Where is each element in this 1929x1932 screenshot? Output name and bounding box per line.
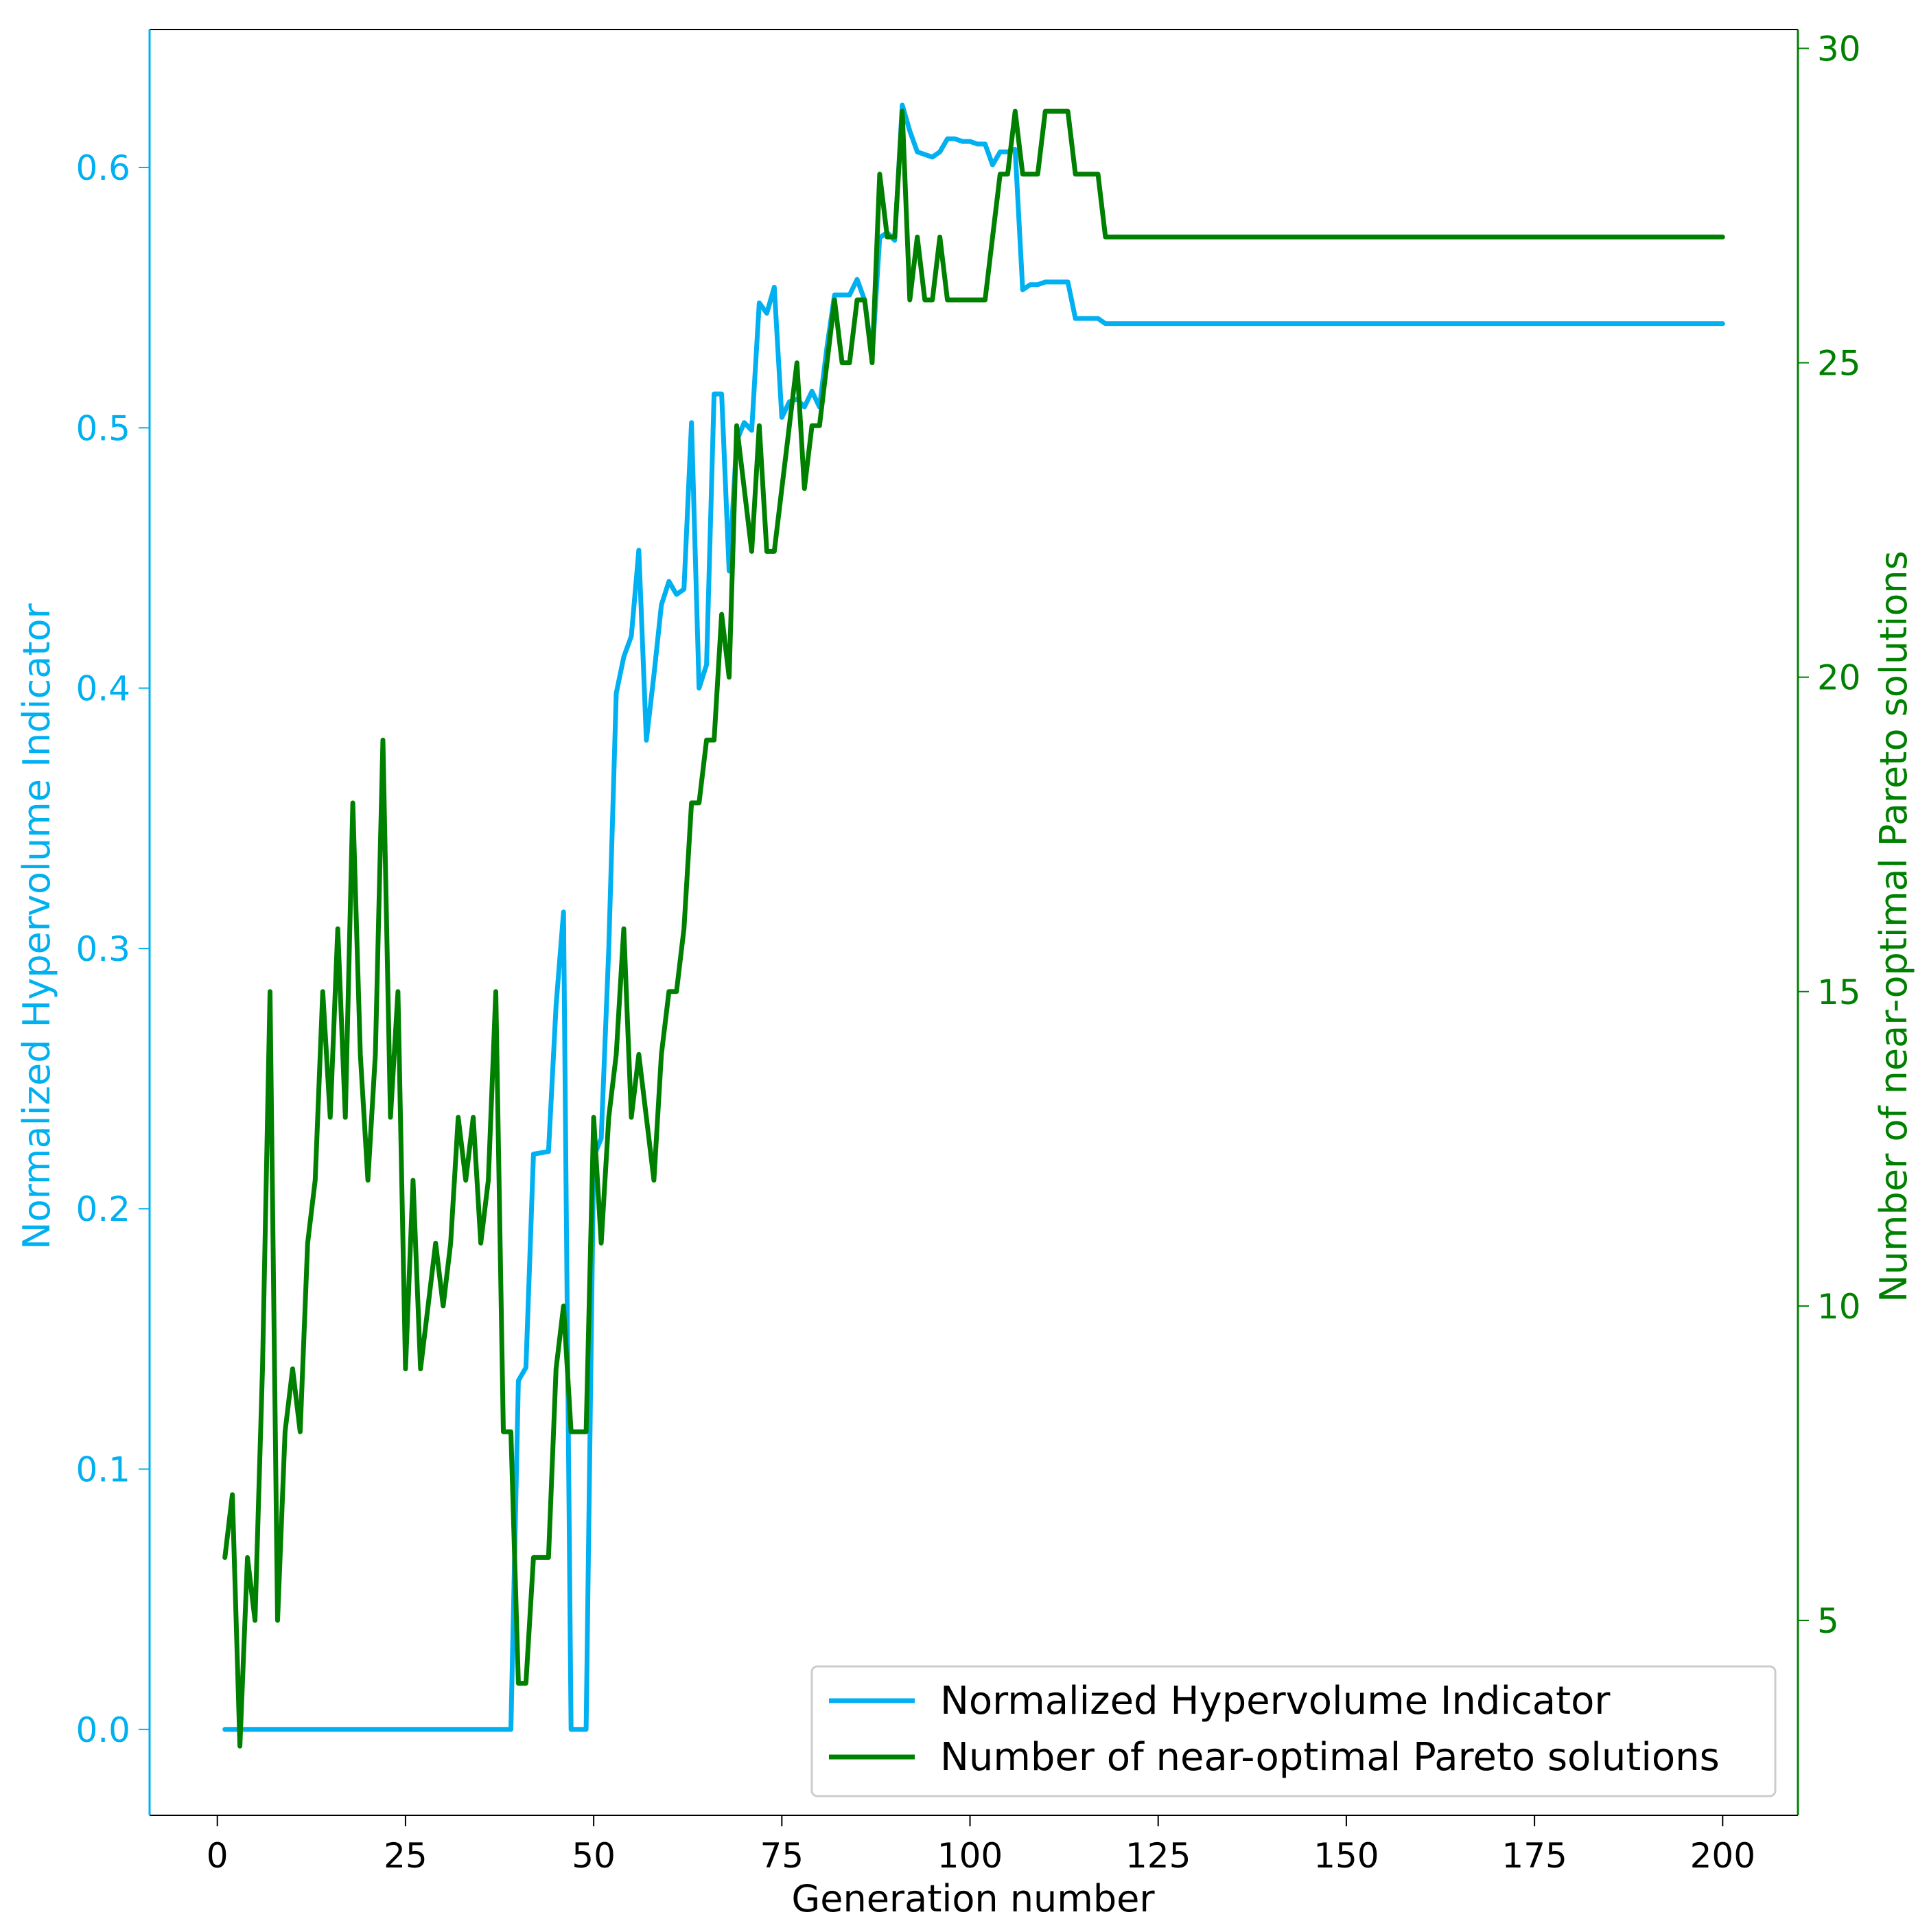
x-tick-label: 150	[1313, 1836, 1379, 1876]
right-y-tick-label: 5	[1817, 1601, 1839, 1641]
x-tick-label: 75	[760, 1836, 804, 1876]
left-y-tick-label: 0.0	[75, 1710, 130, 1750]
right-y-tick-label: 15	[1817, 973, 1861, 1012]
left-y-tick-label: 0.2	[75, 1189, 130, 1229]
left-y-tick-label: 0.6	[75, 148, 130, 188]
left-y-tick-label: 0.5	[75, 408, 130, 448]
x-tick-label: 175	[1501, 1836, 1567, 1876]
left-y-axis-title: Normalized Hypervolume Indicator	[15, 603, 58, 1249]
series-layer	[222, 102, 1725, 1749]
right-y-tick-label: 20	[1817, 658, 1861, 698]
x-tick-label: 25	[384, 1836, 428, 1876]
x-tick-label: 50	[572, 1836, 616, 1876]
left-y-tick-label: 0.3	[75, 929, 130, 969]
legend-label-hypervolume: Normalized Hypervolume Indicator	[940, 1679, 1611, 1723]
right-y-axis-title: Number of near-optimal Pareto solutions	[1872, 550, 1915, 1302]
legend: Normalized Hypervolume Indicator Number …	[810, 1665, 1777, 1797]
x-tick-label: 125	[1125, 1836, 1191, 1876]
left-y-tick-label: 0.1	[75, 1450, 130, 1490]
series-line-hypervolume	[222, 102, 1725, 1732]
legend-label-pareto: Number of near-optimal Pareto solutions	[940, 1735, 1720, 1780]
right-y-tick-label: 10	[1817, 1287, 1861, 1327]
x-tick-label: 0	[207, 1836, 229, 1876]
legend-box	[810, 1665, 1777, 1797]
series-line-pareto	[222, 108, 1725, 1749]
left-y-tick-label: 0.4	[75, 669, 130, 709]
x-axis-title: Generation number	[791, 1877, 1155, 1920]
right-y-tick-label: 25	[1817, 344, 1861, 384]
right-y-tick-label: 30	[1817, 29, 1861, 69]
plot-frame	[148, 29, 1799, 1816]
tick-layer: 0 25 50 75 100 125 150 175 200 0.0 0.1 0.2 0.3 0.4 0.5…	[75, 29, 1860, 1876]
x-tick-label: 200	[1690, 1836, 1755, 1876]
x-tick-label: 100	[937, 1836, 1003, 1876]
